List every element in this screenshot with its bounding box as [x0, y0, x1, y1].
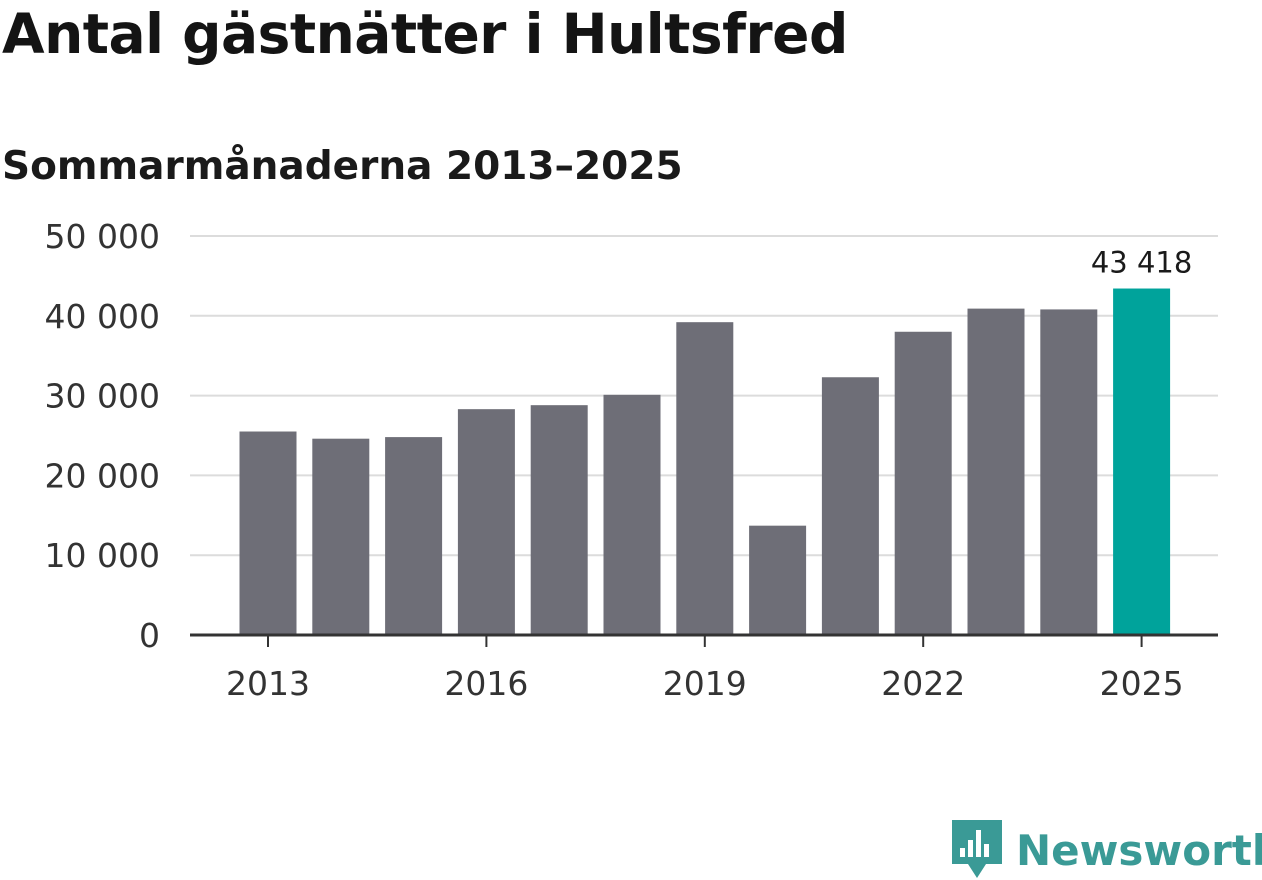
x-tick-label: 2016 [444, 664, 528, 703]
brand-name: Newsworthy [1016, 825, 1262, 875]
bar-2015 [385, 437, 443, 635]
bar-chart: 0 10 000 20 000 30 000 40 000 50 000 2013 2016… [45, 217, 1218, 703]
bar-2023 [967, 308, 1025, 635]
bar-2020 [749, 525, 807, 635]
y-tick-label: 20 000 [45, 456, 160, 495]
y-tick-label: 50 000 [45, 217, 160, 256]
chart-speech-bubble-icon [952, 820, 1002, 878]
x-tick-label: 2025 [1100, 664, 1184, 703]
bar-2022 [894, 331, 952, 635]
bar-2014 [312, 438, 370, 635]
x-tick-label: 2019 [663, 664, 747, 703]
bar-2017 [530, 405, 588, 635]
data-labels: 43 418 [1091, 246, 1192, 280]
bar-2024 [1040, 309, 1098, 635]
bar-2013 [239, 431, 297, 635]
bar-2019 [676, 322, 734, 635]
data-label: 43 418 [1091, 246, 1192, 280]
bar-2025 [1113, 288, 1171, 635]
y-tick-label: 40 000 [45, 297, 160, 336]
y-tick-label: 30 000 [45, 377, 160, 416]
bar-2016 [457, 409, 515, 635]
x-axis: 2013 2016 2019 2022 2025 [190, 633, 1218, 703]
chart-subtitle: Sommarmånaderna 2013–2025 [2, 144, 683, 189]
x-tick-label: 2022 [881, 664, 965, 703]
bars [239, 288, 1171, 635]
y-tick-label: 0 [139, 616, 160, 655]
x-tick-label: 2013 [226, 664, 310, 703]
y-axis-ticks: 0 10 000 20 000 30 000 40 000 50 000 [45, 217, 160, 655]
y-tick-label: 10 000 [45, 536, 160, 575]
bar-2018 [603, 394, 661, 635]
brand-logo: Newsworthy [952, 820, 1262, 880]
bar-2021 [821, 377, 879, 635]
chart-title: Antal gästnätter i Hultsfred [2, 2, 848, 66]
